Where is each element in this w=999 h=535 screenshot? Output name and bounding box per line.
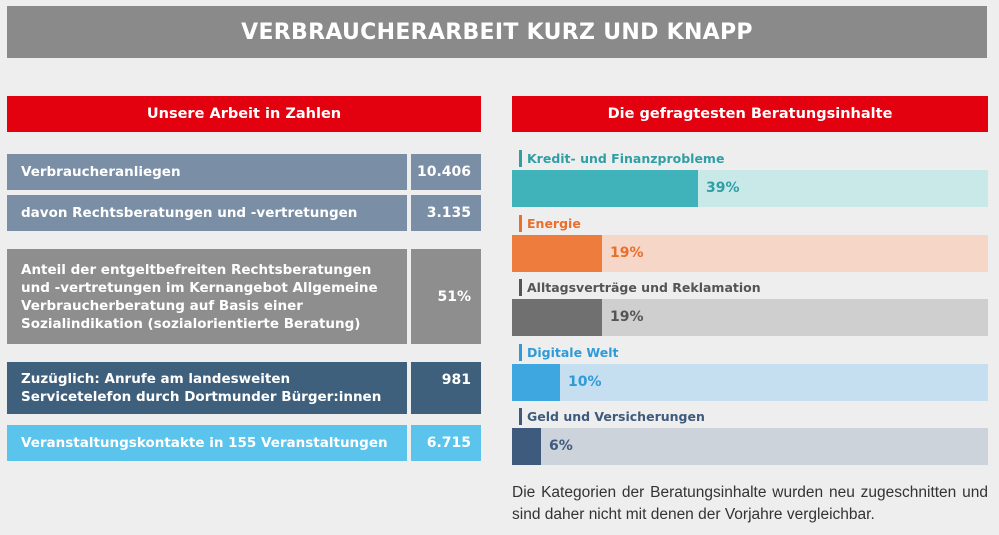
category-label: Alltagsverträge und Reklamation — [527, 280, 761, 295]
stat-label: Verbraucheranliegen — [7, 154, 407, 190]
bar-track: 39% — [512, 170, 988, 207]
stat-value: 6.715 — [411, 425, 481, 461]
stat-value: 51% — [411, 249, 481, 344]
bar — [512, 363, 560, 401]
stat-label: Veranstaltungskontakte in 155 Veranstalt… — [7, 425, 407, 461]
category-label: Digitale Welt — [527, 344, 619, 360]
category-label: Geld und Versicherungen — [527, 409, 705, 424]
category-marker — [519, 343, 522, 361]
bar-track: 19% — [512, 234, 988, 272]
bar — [512, 299, 602, 336]
category-marker — [519, 150, 522, 167]
category-marker — [519, 214, 522, 232]
bar-value-label: 19% — [610, 244, 644, 261]
category-label: Kredit- und Finanzprobleme — [527, 151, 725, 166]
stat-label: Zuzüglich: Anrufe am landesweiten Servic… — [7, 362, 407, 414]
stat-value: 981 — [411, 362, 481, 414]
bar-value-label: 10% — [568, 373, 602, 390]
bar-value-label: 6% — [549, 438, 573, 454]
category-marker — [519, 408, 522, 425]
bar-track: 6% — [512, 428, 988, 465]
bar-track: 19% — [512, 299, 988, 336]
numbers-section-header: Unsere Arbeit in Zahlen — [7, 96, 481, 132]
bar — [512, 234, 602, 272]
bar-value-label: 39% — [706, 180, 740, 196]
bar-value-label: 19% — [610, 309, 644, 325]
bar-track: 10% — [512, 363, 988, 401]
chart-footnote: Die Kategorien der Beratungsinhalte wurd… — [512, 484, 988, 523]
topics-section-header: Die gefragtesten Beratungsinhalte — [512, 96, 988, 132]
bar — [512, 170, 698, 207]
bar — [512, 428, 541, 465]
stat-value: 3.135 — [411, 195, 481, 231]
stat-value: 10.406 — [411, 154, 481, 190]
stat-label: Anteil der entgeltbefreiten Rechtsberatu… — [7, 249, 407, 344]
category-marker — [519, 279, 522, 296]
page-title: VERBRAUCHERARBEIT KURZ UND KNAPP — [7, 6, 987, 58]
category-label: Energie — [527, 215, 581, 231]
stat-label: davon Rechtsberatungen und -vertretungen — [7, 195, 407, 231]
